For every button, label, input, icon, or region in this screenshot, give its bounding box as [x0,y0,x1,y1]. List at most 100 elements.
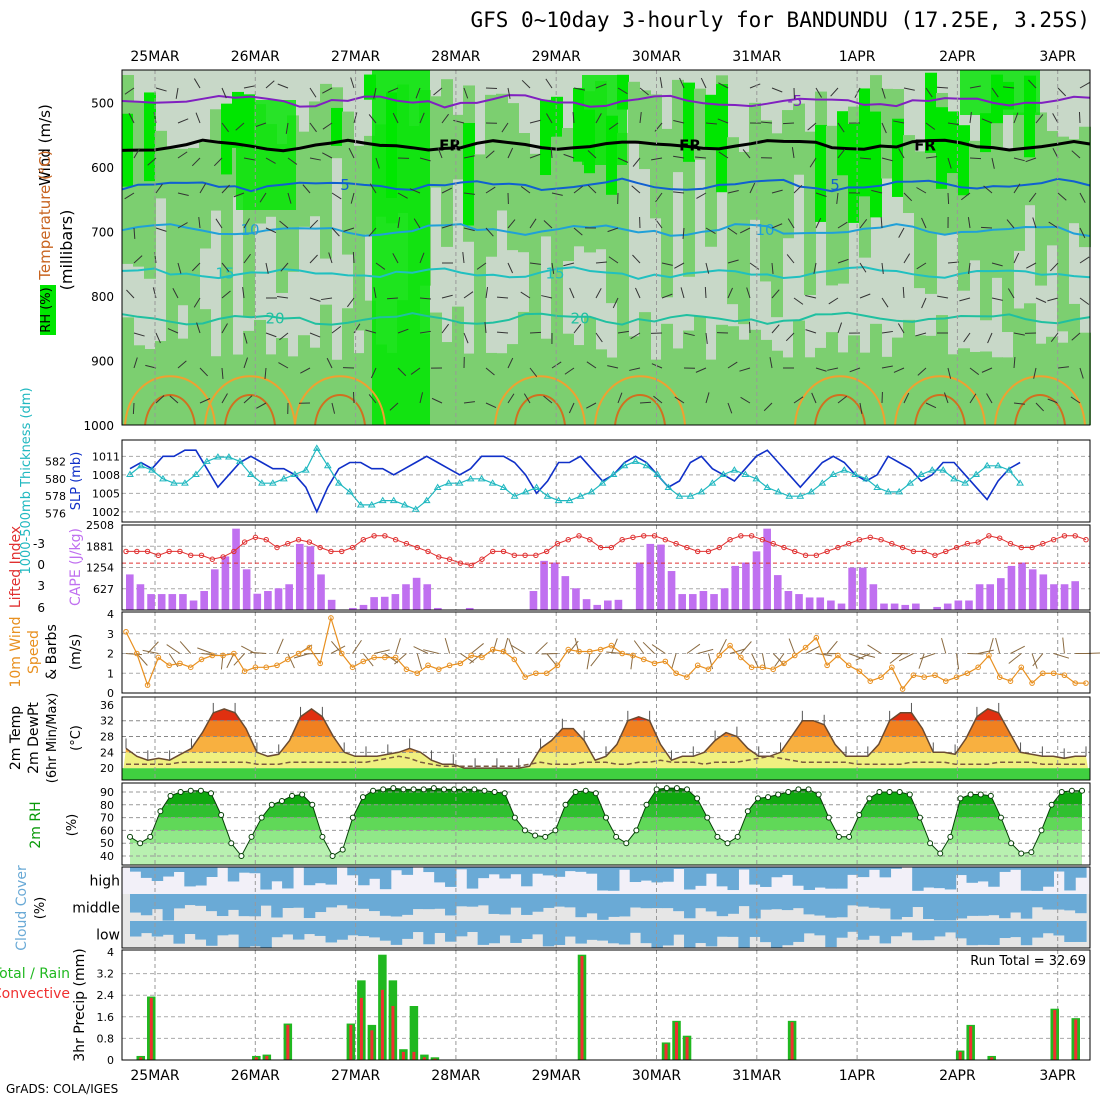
cloud-cell [379,894,392,916]
cloud-cell [673,894,685,912]
cloud-cell [1020,867,1033,891]
convective-rain-bar [422,1057,426,1060]
wind-barb [983,185,993,194]
wind-barb [419,252,425,264]
wind-barb [919,653,936,660]
wind-barb [1013,252,1020,264]
wind-speed-point [284,656,291,663]
thickness-point [543,492,552,499]
precip-tick-label: 0 [107,1054,114,1067]
wind-speed-point [770,666,776,673]
wind-barb [569,287,575,299]
cloud-cell [292,894,305,908]
cloud-cell [282,921,294,935]
wind-barb [727,227,738,235]
cloud-cell [662,867,674,882]
wind-barb [680,287,685,299]
rh-point [1008,840,1015,847]
wind-barb [969,393,977,404]
cloud-cell [640,894,653,909]
thickness-tick-label: 580 [45,473,66,486]
wind-barb [1035,402,1044,412]
wind-speed-point [241,668,248,675]
thickness-point [983,461,991,469]
wind-barb [573,87,585,91]
thickness-point [1016,479,1024,486]
wind-speed-point [155,654,162,661]
isotherm-label: 15 [545,264,564,282]
cloud-cell [531,867,544,874]
lifted-index-point [382,533,388,539]
wind-barb [199,398,211,404]
cloud-cell [195,921,207,940]
rh-point [572,788,579,795]
wind-barb [727,361,738,369]
thickness-axis-label: 1000-500mb Thickness (dm) [19,387,34,574]
cloud-cell [564,894,577,908]
wind-barb [686,643,701,654]
thickness-point [741,470,750,477]
cape-bar [848,567,856,610]
cloud-cell [423,894,435,910]
cloud-cell [1064,867,1076,891]
lifted-index-point [490,548,496,555]
rh-mid-band [485,94,497,257]
lifted-index-point [565,537,571,543]
wind-speed-point [187,664,194,671]
rh-point [927,840,934,847]
lifted-index-point [1083,537,1089,543]
wind-speed-point [705,666,712,673]
rh-mid-band [639,90,651,170]
rh-mid-band [661,128,673,298]
wind-barb [898,227,905,238]
cloud-cell [531,894,544,912]
thickness-point [279,474,288,482]
cloud-cell [445,867,457,887]
rh-label: RH (%) [39,287,54,332]
y-axis-label: (millibars) [57,210,76,291]
wind-barb [441,224,453,229]
rh-mid-band [452,306,464,425]
wind-tick-label: 1 [107,667,114,680]
rh-mid-band [903,319,915,425]
cape-bar [1007,565,1016,610]
wind-barb [265,262,269,274]
rh-point [1038,827,1045,834]
rh-point [825,814,832,821]
rh-mid-band [980,133,992,321]
thickness-point [466,474,475,482]
wind-barb [322,152,333,159]
wind-barb [397,328,409,334]
wind-barb [352,251,355,264]
wind-barb [867,644,882,654]
wind-barb [1079,192,1086,203]
rh-mid-band [925,335,937,425]
cape-bar [710,594,718,610]
cloud-cell [618,921,631,945]
cape-bar [646,543,655,610]
cloud-cell [553,921,566,946]
wind-barb [415,87,421,99]
lifted-index-point [360,537,367,543]
rh-mid-band [738,339,750,425]
lifted-index-point [576,533,582,539]
convective-rain-bar [580,956,584,1060]
wind-speed-point [910,672,917,679]
temp-band [122,708,1090,721]
cloud-cell [705,867,718,874]
lifted-index-point [781,544,787,551]
wind-speed-point [328,615,334,621]
rh-mid-band [628,81,640,144]
cloud-cell [977,867,989,882]
wind-barb [787,218,795,229]
wind-barb [751,653,759,669]
wind-barb [793,184,803,194]
cloud-cell [597,867,609,891]
wind-barb [563,153,575,159]
wind-speed-point [500,648,507,655]
convective-rain-bar [391,1006,395,1060]
wind-tick-label: 0 [107,687,114,700]
wind-barb [142,649,159,654]
cloud-cell [847,867,859,875]
wind-barb [423,649,439,654]
